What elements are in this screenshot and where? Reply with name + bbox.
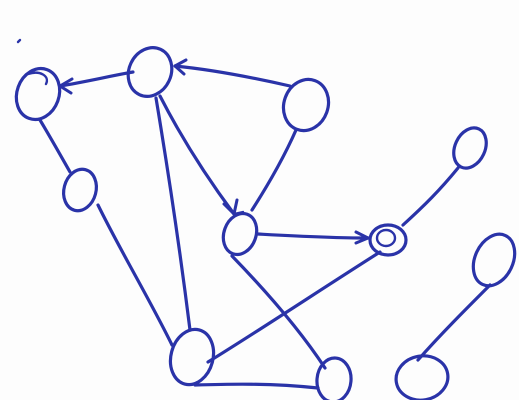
edge-n4-n8 — [96, 203, 174, 347]
node-right-middle — [368, 223, 408, 257]
edge-n1-n4 — [38, 118, 72, 174]
edge-n3-n2 — [173, 64, 292, 88]
edge-n2-n8 — [154, 96, 192, 332]
node-top-left — [14, 66, 62, 122]
edge-n6-n7 — [401, 166, 460, 227]
node-top-center — [126, 46, 174, 98]
node-center — [221, 210, 259, 257]
node-left-middle — [62, 167, 98, 213]
node-bottom-left — [168, 327, 216, 387]
node-top-right — [281, 77, 331, 133]
edge-n3-n5 — [250, 128, 298, 212]
node-far-right-bottom — [471, 232, 517, 288]
edge-n10-n11 — [416, 283, 492, 362]
edge-n5-n9 — [230, 254, 327, 370]
edge-n2-n1 — [58, 70, 135, 88]
arrowhead-n6 — [354, 230, 370, 245]
edge-n5-n6 — [256, 232, 370, 240]
node-bottom-right — [394, 354, 450, 400]
edge-n8-n6 — [206, 250, 382, 364]
node-far-right-top — [452, 126, 488, 170]
pen-mark — [16, 38, 22, 44]
edge-n2-n5 — [158, 94, 236, 216]
edge-n8-n9 — [193, 382, 320, 390]
node-bottom-center — [315, 356, 353, 400]
arrowhead-n2 — [173, 58, 188, 76]
